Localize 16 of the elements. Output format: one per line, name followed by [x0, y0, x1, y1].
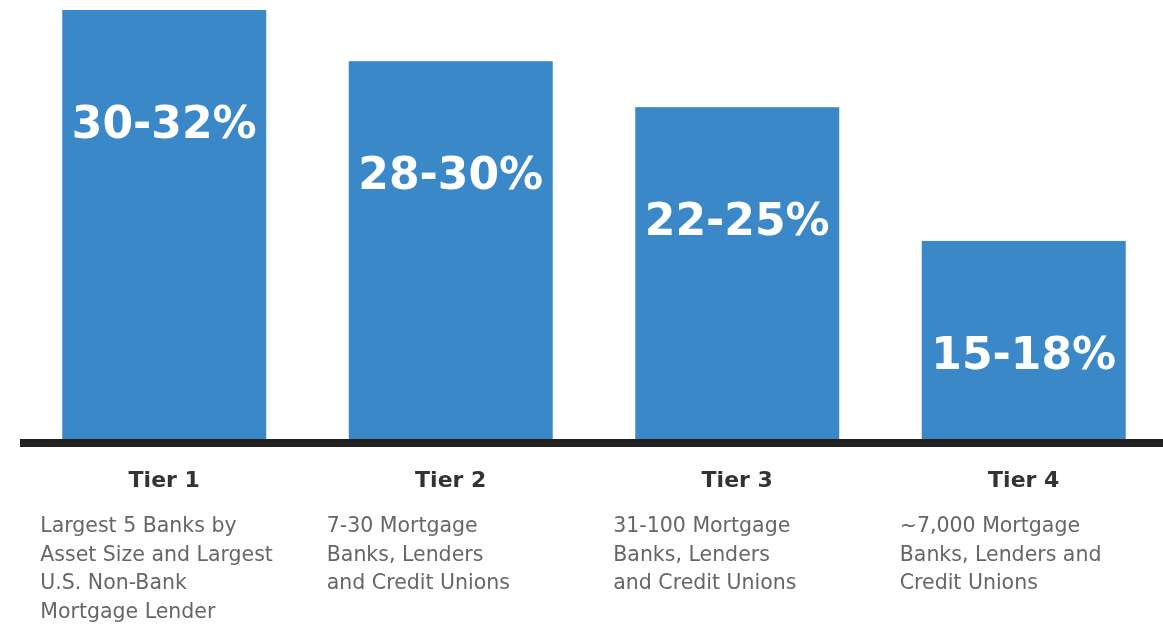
- x-tick-label: Tier 4: [988, 467, 1060, 492]
- annotation: 22-25%: [644, 194, 830, 246]
- annotation: 15-18%: [931, 327, 1117, 379]
- x-tick-label: Tier 3: [701, 467, 773, 492]
- annotation: 30-32%: [71, 97, 257, 148]
- text: ~7,000 Mortgage Banks, Lenders and Credit Unions: [899, 513, 1102, 594]
- text: 31-100 Mortgage Banks, Lenders and Credit Unions: [613, 513, 797, 594]
- text: Largest 5 Banks by Asset Size and Largest U.S. Non-Bank Mortgage Lender: [40, 513, 273, 623]
- x-tick-label: Tier 2: [415, 467, 487, 492]
- text: 7-30 Mortgage Banks, Lenders and Credit Unions: [326, 513, 510, 594]
- bar: [921, 240, 1126, 440]
- bar: [348, 61, 553, 440]
- bar: [62, 10, 267, 440]
- annotation: 28-30%: [358, 148, 544, 200]
- bar: [635, 107, 840, 440]
- x-tick-label: Tier 1: [128, 467, 200, 492]
